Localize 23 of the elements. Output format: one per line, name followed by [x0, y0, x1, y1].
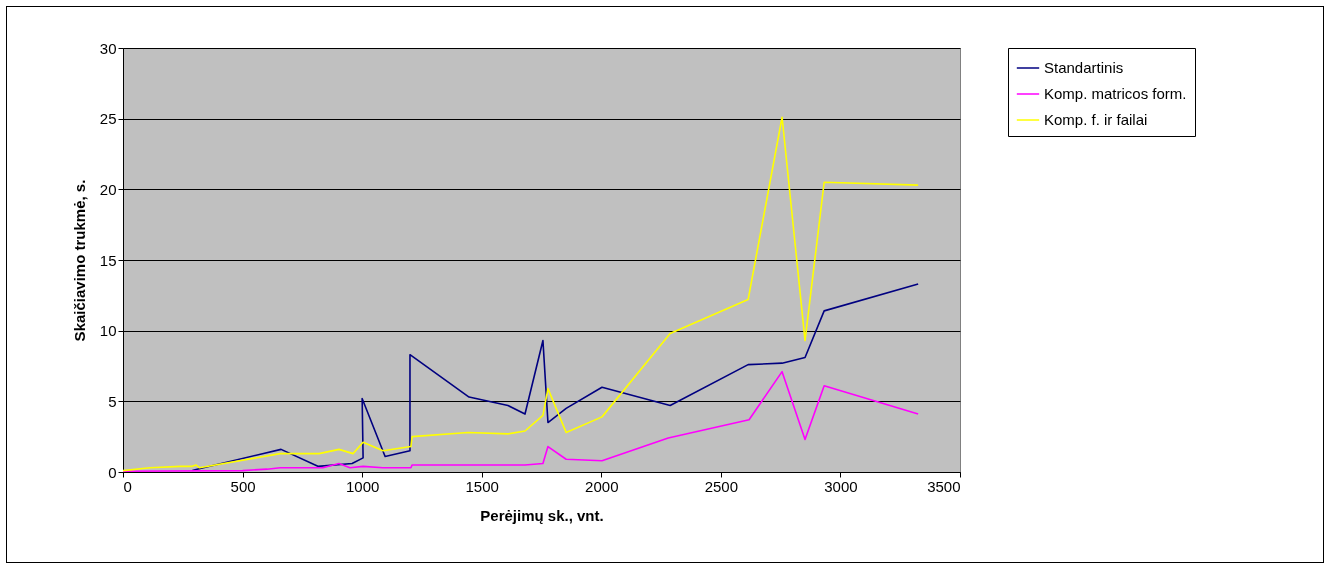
- legend-label: Komp. f. ir failai: [1044, 111, 1148, 128]
- y-tick-label: 0: [108, 463, 117, 481]
- x-tick-label: 1000: [345, 477, 380, 495]
- y-tick-label: 10: [99, 322, 117, 340]
- x-axis-title: Perėjimų sk., vnt.: [480, 506, 604, 524]
- legend-label: Standartinis: [1044, 59, 1124, 76]
- x-tick-label: 1500: [465, 477, 499, 495]
- y-axis-title: Skaičiavimo trukmė, s.: [70, 179, 88, 342]
- x-tick-label: 3000: [824, 477, 858, 495]
- x-tick-label: 0: [123, 477, 132, 495]
- x-tick-label: 2000: [585, 477, 619, 495]
- y-tick-label: 25: [99, 110, 117, 128]
- y-tick-label: 30: [99, 39, 117, 57]
- x-tick-label: 3500: [927, 477, 961, 495]
- line-series: [122, 116, 919, 472]
- line-series: [191, 283, 919, 472]
- legend-label: Komp. matricos form.: [1044, 85, 1187, 102]
- y-tick-label: 20: [99, 180, 117, 198]
- y-tick-label: 15: [99, 251, 117, 269]
- line-series: [122, 370, 919, 473]
- x-tick-label: 2500: [704, 477, 739, 495]
- y-tick-label: 5: [108, 392, 117, 410]
- x-tick-label: 500: [230, 477, 256, 495]
